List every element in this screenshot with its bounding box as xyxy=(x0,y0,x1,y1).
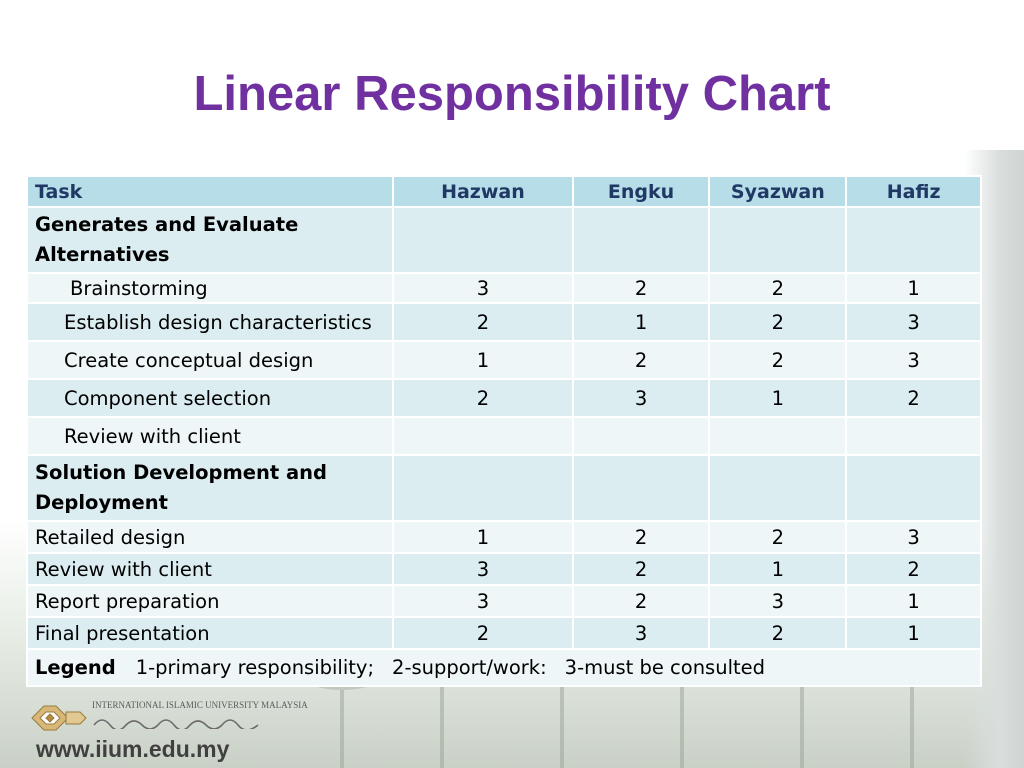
cell-syazwan: 3 xyxy=(708,584,848,618)
cell-syazwan: 2 xyxy=(708,302,848,342)
header-engku: Engku xyxy=(571,175,711,208)
legend: Legend 1-primary responsibility; 2-support… xyxy=(26,648,982,687)
cell-hazwan: 3 xyxy=(392,584,574,618)
cell-hazwan: 2 xyxy=(392,616,574,650)
cell-hafiz: 1 xyxy=(845,584,982,618)
task-name: Brainstorming xyxy=(25,272,395,304)
task-name: Create conceptual design xyxy=(25,340,395,380)
cell-hafiz: 3 xyxy=(845,340,982,380)
task-row: Review with client xyxy=(25,416,982,456)
legend-row: Legend 1-primary responsibility; 2-support… xyxy=(26,648,982,687)
header-task: Task xyxy=(25,175,395,208)
legend-item: 1-primary responsibility; xyxy=(135,656,375,679)
cell-hazwan: 3 xyxy=(392,552,574,586)
cell-hafiz xyxy=(845,416,982,456)
iium-logo xyxy=(31,705,87,731)
cell-engku xyxy=(571,206,711,274)
cell-hazwan xyxy=(392,454,574,522)
section-title: Solution Development and Deployment xyxy=(25,454,395,522)
task-row: Establish design characteristics 2 1 2 3 xyxy=(25,302,982,342)
cell-hazwan: 2 xyxy=(392,378,574,418)
cell-syazwan: 2 xyxy=(708,340,848,380)
cell-syazwan: 2 xyxy=(708,520,848,554)
task-name: Review with client xyxy=(25,416,395,456)
cell-syazwan: 2 xyxy=(708,616,848,650)
header-hafiz: Hafiz xyxy=(845,175,982,208)
cell-engku xyxy=(571,416,711,456)
section-row: Solution Development and Deployment xyxy=(25,454,982,522)
cell-engku: 2 xyxy=(571,520,711,554)
table-header-row: Task Hazwan Engku Syazwan Hafiz xyxy=(25,175,982,208)
cell-syazwan xyxy=(708,454,848,522)
cell-engku: 3 xyxy=(571,616,711,650)
cell-hazwan: 1 xyxy=(392,520,574,554)
cell-engku: 2 xyxy=(571,552,711,586)
cell-hafiz: 3 xyxy=(845,520,982,554)
cell-hafiz xyxy=(845,454,982,522)
cell-engku: 2 xyxy=(571,340,711,380)
cell-hafiz: 3 xyxy=(845,302,982,342)
cell-hazwan xyxy=(392,416,574,456)
task-row: Report preparation 3 2 3 1 xyxy=(25,584,982,618)
task-name: Final presentation xyxy=(25,616,395,650)
cell-engku: 3 xyxy=(571,378,711,418)
section-row: Generates and Evaluate Alternatives xyxy=(25,206,982,274)
cell-hafiz: 2 xyxy=(845,378,982,418)
logo-arabic-script xyxy=(93,719,259,729)
cell-hazwan: 2 xyxy=(392,302,574,342)
cell-hafiz: 1 xyxy=(845,272,982,304)
task-name: Component selection xyxy=(25,378,395,418)
task-row: Review with client 3 2 1 2 xyxy=(25,552,982,586)
cell-hafiz xyxy=(845,206,982,274)
website-url[interactable]: www.iium.edu.my xyxy=(36,736,230,762)
header-hazwan: Hazwan xyxy=(392,175,574,208)
cell-syazwan: 1 xyxy=(708,378,848,418)
cell-syazwan xyxy=(708,206,848,274)
section-title: Generates and Evaluate Alternatives xyxy=(25,206,395,274)
legend-item: 3-must be consulted xyxy=(564,656,766,679)
cell-hafiz: 2 xyxy=(845,552,982,586)
task-row: Brainstorming 3 2 2 1 xyxy=(25,272,982,304)
cell-hafiz: 1 xyxy=(845,616,982,650)
cell-engku: 2 xyxy=(571,272,711,304)
responsibility-table: Task Hazwan Engku Syazwan Hafiz Generate… xyxy=(25,175,982,687)
task-name: Establish design characteristics xyxy=(25,302,395,342)
cell-engku: 1 xyxy=(571,302,711,342)
task-row: Final presentation 2 3 2 1 xyxy=(25,616,982,650)
task-name: Retailed design xyxy=(25,520,395,554)
cell-syazwan: 1 xyxy=(708,552,848,586)
header-syazwan: Syazwan xyxy=(708,175,848,208)
task-name: Report preparation xyxy=(25,584,395,618)
cell-hazwan xyxy=(392,206,574,274)
cell-syazwan: 2 xyxy=(708,272,848,304)
task-name: Review with client xyxy=(25,552,395,586)
task-row: Create conceptual design 1 2 2 3 xyxy=(25,340,982,380)
task-row: Component selection 2 3 1 2 xyxy=(25,378,982,418)
cell-engku: 2 xyxy=(571,584,711,618)
cell-hazwan: 3 xyxy=(392,272,574,304)
task-row: Retailed design 1 2 2 3 xyxy=(25,520,982,554)
cell-engku xyxy=(571,454,711,522)
slide-title: Linear Responsibility Chart xyxy=(193,67,831,121)
cell-syazwan xyxy=(708,416,848,456)
legend-item: 2-support/work: xyxy=(392,656,547,679)
legend-label: Legend xyxy=(35,656,116,679)
cell-hazwan: 1 xyxy=(392,340,574,380)
logo-university-name: INTERNATIONAL ISLAMIC UNIVERSITY MALAYSI… xyxy=(92,700,308,710)
